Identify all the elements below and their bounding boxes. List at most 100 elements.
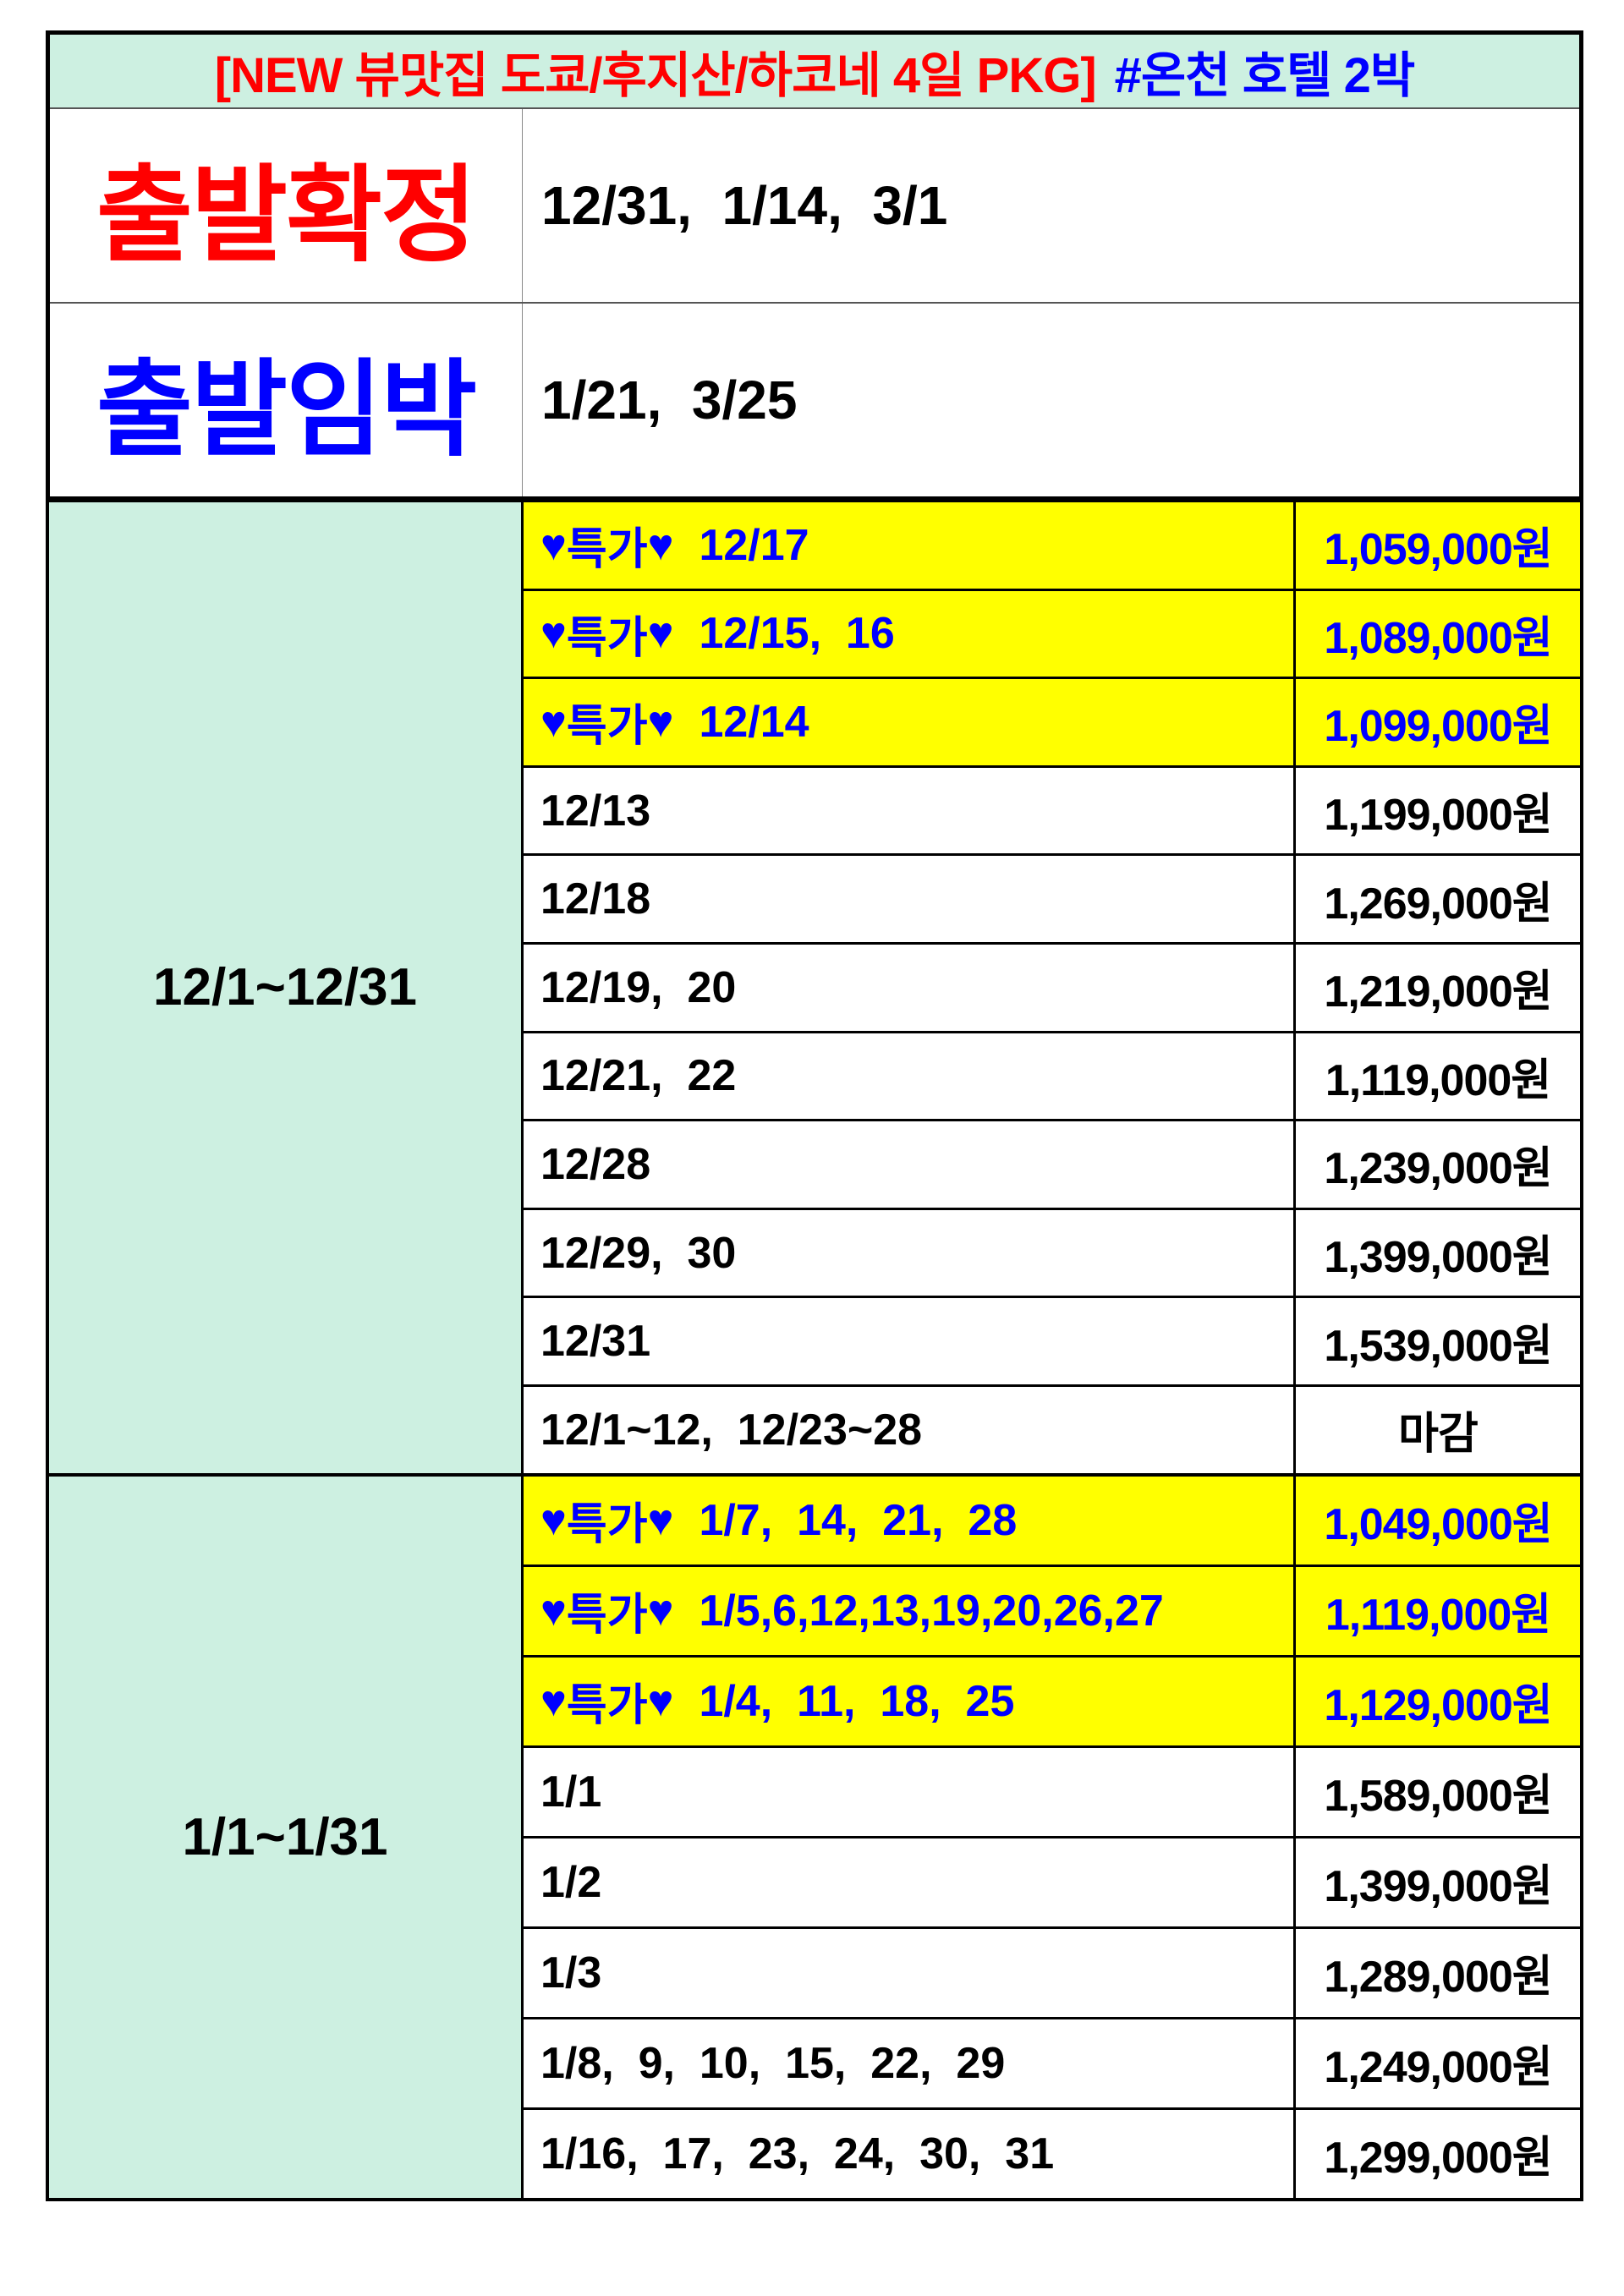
price-row: 1/8, 9, 10, 15, 22, 29 1,249,000원	[524, 2016, 1580, 2107]
price-row: 1/1 1,589,000원	[524, 1745, 1580, 1836]
departure-dates-cell: 12/21, 22	[524, 1033, 1296, 1120]
departure-dates-cell: 1/1	[524, 1747, 1296, 1836]
departure-dates: 1/7, 14, 21, 28	[699, 1495, 1018, 1545]
price-cell: 1,119,000원	[1325, 1055, 1551, 1105]
heart-icon: ♥	[540, 1676, 567, 1726]
departure-dates-cell: ♥ 특가 ♥ 1/5,6,12,13,19,20,26,27	[524, 1566, 1296, 1655]
price-row: ♥ 특가 ♥ 12/15, 16 1,089,000원	[524, 588, 1580, 677]
price-cell: 1,199,000원	[1324, 791, 1552, 841]
departure-dates-cell: 12/1~12, 12/23~28	[524, 1386, 1296, 1473]
price-cell: 1,099,000원	[1324, 702, 1552, 752]
price-cell: 1,049,000원	[1324, 1500, 1552, 1550]
departure-dates-cell: ♥ 특가 ♥ 1/4, 11, 18, 25	[524, 1657, 1296, 1745]
departure-dates-cell: 12/28	[524, 1121, 1296, 1208]
price-cell: 1,289,000원	[1324, 1953, 1552, 2003]
departure-dates: 12/1~12, 12/23~28	[540, 1405, 923, 1455]
price-cell: 1,059,000원	[1324, 525, 1552, 575]
price-cell: 마감	[1398, 1410, 1479, 1460]
departure-dates: 1/2	[540, 1857, 602, 1907]
price-cell: 1,089,000원	[1324, 613, 1552, 663]
special-label: 특가	[566, 613, 648, 663]
price-row: 12/28 1,239,000원	[524, 1119, 1580, 1208]
special-label: 특가	[566, 525, 648, 575]
price-row: 12/13 1,199,000원	[524, 764, 1580, 854]
price-row: 12/1~12, 12/23~28 마감	[524, 1384, 1580, 1473]
price-row: ♥ 특가 ♥ 1/5,6,12,13,19,20,26,27 1,119,000원	[524, 1564, 1580, 1655]
period-group: 1/1~1/31 ♥ 특가 ♥ 1/7, 14, 21, 28 1,049,000원 ♥ 특가…	[49, 1472, 1580, 2198]
departure-dates-cell: ♥ 특가 ♥ 1/7, 14, 21, 28	[524, 1476, 1296, 1564]
departure-dates: 1/3	[540, 1948, 602, 1997]
price-cell: 1,539,000원	[1324, 1321, 1552, 1371]
departure-dates-cell: 1/8, 9, 10, 15, 22, 29	[524, 2019, 1296, 2107]
price-cell: 1,249,000원	[1324, 2043, 1552, 2093]
departure-dates-cell: ♥ 특가 ♥ 12/14	[524, 679, 1296, 765]
price-row: 12/31 1,539,000원	[524, 1296, 1580, 1384]
departure-dates-cell: 12/31	[524, 1298, 1296, 1384]
imminent-departure-row: 출발임박 1/21, 3/25	[50, 302, 1579, 496]
special-label: 특가	[566, 1500, 648, 1550]
heart-icon: ♥	[647, 1586, 674, 1636]
departure-dates-cell: 12/18	[524, 856, 1296, 942]
confirmed-departure-row: 출발확정 12/31, 1/14, 3/1	[50, 109, 1579, 302]
heart-icon: ♥	[540, 609, 567, 659]
departure-dates: 12/13	[540, 786, 651, 836]
price-cell: 1,219,000원	[1324, 967, 1552, 1017]
departure-dates-cell: 12/13	[524, 767, 1296, 854]
imminent-departure-dates: 1/21, 3/25	[541, 370, 798, 430]
confirmed-departure-label: 출발확정	[50, 109, 523, 302]
departure-dates-cell: ♥ 특가 ♥ 12/17	[524, 502, 1296, 589]
special-label: 특가	[566, 1591, 648, 1641]
price-cell: 1,589,000원	[1324, 1772, 1552, 1822]
heart-icon: ♥	[540, 1495, 567, 1545]
price-cell: 1,239,000원	[1324, 1144, 1552, 1194]
departure-dates: 12/18	[540, 874, 651, 924]
price-row: 12/19, 20 1,219,000원	[524, 941, 1580, 1031]
departure-dates: 1/4, 11, 18, 25	[699, 1676, 1015, 1726]
heart-icon: ♥	[647, 609, 674, 659]
heart-icon: ♥	[647, 1495, 674, 1545]
departure-dates: 12/17	[699, 520, 809, 570]
departure-dates: 12/15, 16	[699, 609, 895, 659]
departure-dates: 12/29, 30	[540, 1228, 737, 1278]
confirmed-departure-dates: 12/31, 1/14, 3/1	[541, 175, 948, 236]
price-row: ♥ 특가 ♥ 1/7, 14, 21, 28 1,049,000원	[524, 1476, 1580, 1564]
special-label: 특가	[566, 702, 648, 752]
period-label: 12/1~12/31	[49, 502, 524, 1473]
price-cell: 1,269,000원	[1324, 879, 1552, 929]
departure-dates: 1/16, 17, 23, 24, 30, 31	[540, 2129, 1055, 2178]
departure-dates: 12/31	[540, 1317, 651, 1367]
departure-dates: 12/14	[699, 697, 809, 747]
period-label: 1/1~1/31	[49, 1476, 524, 2198]
departure-dates: 1/5,6,12,13,19,20,26,27	[699, 1586, 1164, 1636]
price-row: ♥ 특가 ♥ 1/4, 11, 18, 25 1,129,000원	[524, 1654, 1580, 1745]
heart-icon: ♥	[647, 697, 674, 747]
price-row: 12/29, 30 1,399,000원	[524, 1207, 1580, 1296]
heart-icon: ♥	[540, 520, 567, 570]
package-title: [NEW 뷰맛집 도쿄/후지산/하코네 4일 PKG] #온천 호텔 2박	[50, 35, 1579, 109]
price-row: ♥ 특가 ♥ 12/17 1,059,000원	[524, 502, 1580, 589]
price-row: 1/3 1,289,000원	[524, 1926, 1580, 2017]
departure-dates: 12/21, 22	[540, 1051, 737, 1101]
departure-dates-cell: 12/29, 30	[524, 1209, 1296, 1296]
title-hashtag: #온천 호텔 2박	[1114, 48, 1416, 103]
departure-dates: 1/8, 9, 10, 15, 22, 29	[540, 2038, 1006, 2088]
price-row: 12/18 1,269,000원	[524, 853, 1580, 942]
departure-dates: 1/1	[540, 1767, 602, 1817]
heart-icon: ♥	[540, 697, 567, 747]
heart-icon: ♥	[647, 520, 674, 570]
special-label: 특가	[566, 1681, 648, 1731]
heart-icon: ♥	[647, 1676, 674, 1726]
price-cell: 1,299,000원	[1324, 2134, 1552, 2184]
imminent-departure-label: 출발임박	[50, 304, 523, 496]
title-main: [NEW 뷰맛집 도쿄/후지산/하코네 4일 PKG]	[214, 48, 1097, 103]
departure-dates: 12/19, 20	[540, 962, 737, 1012]
heart-icon: ♥	[540, 1586, 567, 1636]
price-cell: 1,399,000원	[1324, 1233, 1552, 1283]
price-cell: 1,119,000원	[1325, 1591, 1551, 1641]
departure-dates-cell: 1/3	[524, 1928, 1296, 2017]
price-row: 12/21, 22 1,119,000원	[524, 1030, 1580, 1120]
departure-dates-cell: 1/2	[524, 1838, 1296, 1926]
summary-table: [NEW 뷰맛집 도쿄/후지산/하코네 4일 PKG] #온천 호텔 2박 출발…	[46, 30, 1583, 501]
departure-dates-cell: ♥ 특가 ♥ 12/15, 16	[524, 590, 1296, 677]
price-cell: 1,399,000원	[1324, 1862, 1552, 1912]
